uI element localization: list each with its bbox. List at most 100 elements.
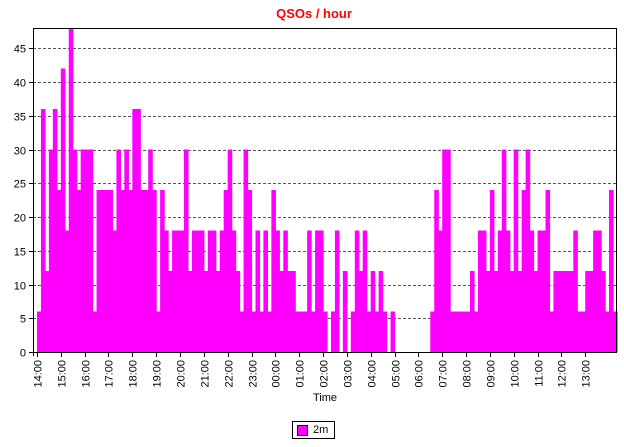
x-tick-label: 11:00 [534, 360, 546, 387]
bar [72, 149, 78, 352]
bar [430, 311, 435, 352]
bar [124, 149, 129, 352]
bar [454, 311, 459, 352]
bar [219, 230, 225, 352]
bar [108, 190, 114, 352]
bar [362, 230, 368, 352]
bar [513, 149, 519, 352]
x-tick-label: 07:00 [438, 360, 450, 388]
bar [52, 109, 58, 352]
bar [378, 271, 384, 352]
bar [358, 271, 364, 352]
bar [295, 311, 300, 352]
axes [29, 28, 617, 357]
bar [299, 311, 304, 352]
bar [390, 311, 396, 352]
bar [211, 230, 217, 352]
bar [565, 271, 570, 352]
bar [291, 271, 296, 352]
x-tick-label: 09:00 [486, 360, 498, 388]
y-tick-labels: 0 5 10 15 20 25 30 35 40 45 [14, 44, 26, 360]
bar [251, 311, 257, 352]
bar [116, 149, 121, 352]
bar [509, 271, 515, 352]
bar [80, 149, 86, 352]
bar [303, 311, 308, 352]
x-tick-label: 19:00 [152, 360, 164, 388]
bar [168, 271, 173, 352]
bar [199, 230, 205, 352]
bar [195, 230, 201, 352]
bar [255, 230, 261, 352]
bar [104, 190, 110, 352]
x-tick-label: 21:00 [200, 360, 212, 388]
y-tick-label: 20 [14, 213, 26, 225]
bar [263, 230, 268, 352]
bar [112, 230, 118, 352]
bar [84, 149, 90, 352]
y-tick-label: 0 [20, 348, 26, 360]
bar [323, 311, 328, 352]
bar [470, 271, 475, 352]
x-tick-label: 18:00 [128, 360, 140, 388]
bar [275, 230, 280, 352]
y-tick-label: 35 [14, 112, 26, 124]
bar [315, 230, 320, 352]
bar [287, 271, 292, 352]
bar [505, 230, 511, 352]
bar [569, 271, 574, 352]
bar [56, 190, 62, 352]
bar [64, 230, 70, 352]
bar [48, 149, 54, 352]
bar [231, 230, 237, 352]
bar [473, 311, 479, 352]
bar [223, 190, 229, 352]
bar [330, 311, 336, 352]
bar [553, 271, 559, 352]
bar [148, 149, 153, 352]
bar [152, 190, 157, 352]
bar [36, 311, 42, 352]
legend: 2m [292, 421, 336, 439]
x-tick-label: 02:00 [319, 360, 331, 388]
bar [501, 149, 507, 352]
bar [92, 311, 98, 352]
bar [247, 190, 253, 352]
bar [557, 271, 562, 352]
y-tick-label: 5 [20, 314, 26, 326]
bar [203, 271, 209, 352]
bar [334, 230, 340, 352]
bar [144, 190, 149, 352]
bar [529, 230, 535, 352]
bar [279, 271, 284, 352]
x-tick-label: 22:00 [224, 360, 236, 388]
bar [585, 271, 590, 352]
x-tick-label: 10:00 [510, 360, 522, 388]
bar [481, 230, 487, 352]
x-tick-label: 14:00 [33, 360, 45, 388]
legend-label: 2m [313, 424, 329, 436]
x-tick-label: 06:00 [414, 360, 426, 388]
x-tick-label: 04:00 [367, 360, 379, 388]
bar [382, 311, 388, 352]
x-tick-label: 08:00 [462, 360, 474, 388]
x-tick-label: 16:00 [81, 360, 93, 388]
bar [176, 230, 181, 352]
bar [191, 230, 197, 352]
bar [160, 190, 165, 352]
bar [183, 149, 189, 352]
x-tick-label: 03:00 [343, 360, 355, 388]
bar [44, 271, 50, 352]
bar [100, 190, 106, 352]
bar [541, 230, 547, 352]
y-tick-label: 45 [14, 44, 26, 56]
bar [374, 311, 380, 352]
bar [156, 311, 161, 352]
legend-swatch [297, 424, 308, 436]
x-tick-label: 01:00 [295, 360, 307, 388]
y-tick-label: 25 [14, 179, 26, 191]
bar [350, 311, 356, 352]
bar [207, 230, 213, 352]
bar [545, 190, 551, 352]
